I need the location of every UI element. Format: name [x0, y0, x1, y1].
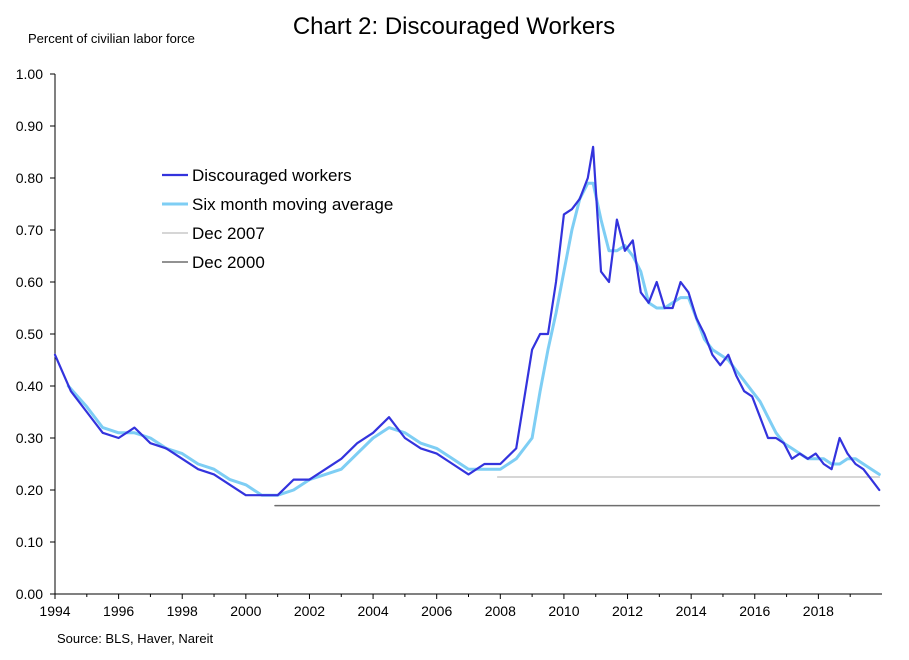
plot-area: 0.00 0.10 0.20 0.30 0.40 0.50 0.60 0.70 0.80 0.90… [16, 66, 882, 619]
x-tick-label: 2010 [548, 603, 579, 619]
x-tick-label: 1996 [103, 603, 134, 619]
series-line-discouraged-workers [53, 145, 881, 497]
x-tick-label: 1994 [39, 603, 70, 619]
x-tick-label: 2002 [294, 603, 325, 619]
x-tick-label: 2008 [485, 603, 516, 619]
x-tick-label: 2014 [676, 603, 707, 619]
y-tick-label: 0.70 [16, 222, 43, 238]
legend-label-dec-2000: Dec 2000 [192, 253, 265, 272]
y-tick-label: 0.00 [16, 586, 43, 602]
y-tick-label: 0.10 [16, 534, 43, 550]
legend-label-six-month-moving-average: Six month moving average [192, 195, 393, 214]
y-tick-label: 0.20 [16, 482, 43, 498]
y-tick-label: 0.30 [16, 430, 43, 446]
x-tick-label: 1998 [167, 603, 198, 619]
x-tick-label: 2006 [421, 603, 452, 619]
y-tick-label: 0.60 [16, 274, 43, 290]
x-tick-label: 2004 [357, 603, 388, 619]
series-line-six-month-moving-average [66, 181, 881, 497]
legend-label-discouraged-workers: Discouraged workers [192, 166, 352, 185]
y-tick-label: 1.00 [16, 66, 43, 82]
legend-label-dec-2007: Dec 2007 [192, 224, 265, 243]
y-tick-label: 0.40 [16, 378, 43, 394]
x-tick-label: 2018 [803, 603, 834, 619]
y-tick-label: 0.90 [16, 118, 43, 134]
y-axis-label: Percent of civilian labor force [28, 31, 195, 46]
legend: Discouraged workers Six month moving aver… [162, 166, 393, 272]
source-note: Source: BLS, Haver, Nareit [57, 631, 213, 646]
chart-title: Chart 2: Discouraged Workers [293, 13, 615, 40]
x-tick-label: 2012 [612, 603, 643, 619]
x-tick-label: 2016 [739, 603, 770, 619]
y-tick-label: 0.50 [16, 326, 43, 342]
y-tick-label: 0.80 [16, 170, 43, 186]
x-tick-label: 2000 [230, 603, 261, 619]
